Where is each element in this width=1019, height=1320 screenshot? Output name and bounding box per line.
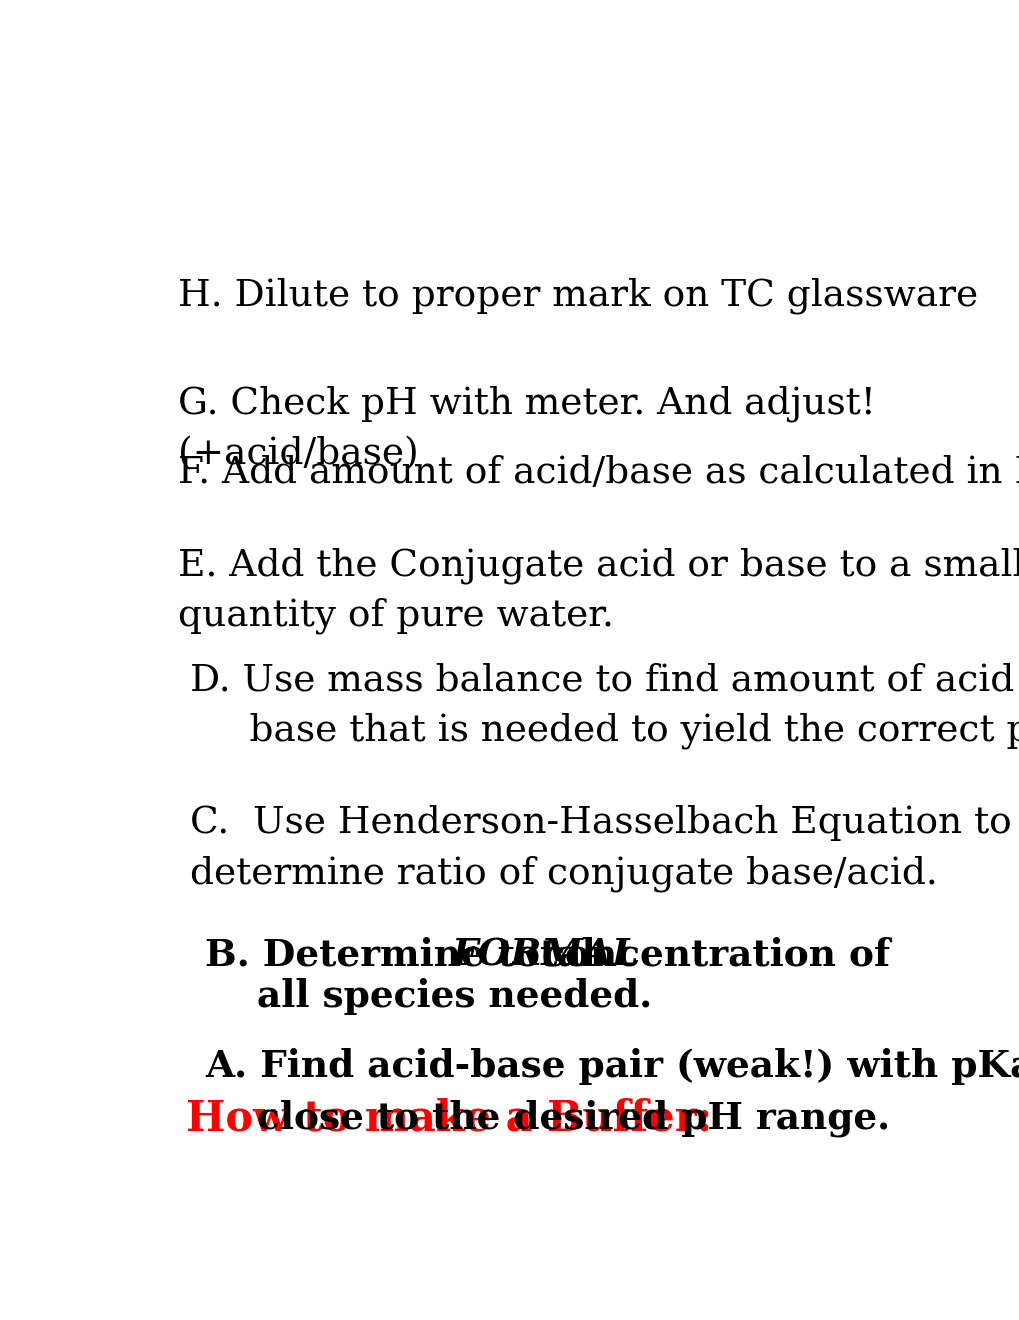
Text: A. Find acid-base pair (weak!) with pKa as
    close to the desired pH range.: A. Find acid-base pair (weak!) with pKa …: [205, 1048, 1019, 1137]
Text: E. Add the Conjugate acid or base to a small
quantity of pure water.: E. Add the Conjugate acid or base to a s…: [177, 548, 1019, 634]
Text: G. Check pH with meter. And adjust!
(+acid/base): G. Check pH with meter. And adjust! (+ac…: [177, 385, 875, 473]
Text: C.  Use Henderson-Hasselbach Equation to
determine ratio of conjugate base/acid.: C. Use Henderson-Hasselbach Equation to …: [190, 805, 1010, 892]
Text: FORMAL: FORMAL: [451, 936, 638, 973]
Text: D. Use mass balance to find amount of acid or
     base that is needed to yield : D. Use mass balance to find amount of ac…: [190, 663, 1019, 750]
Text: F. Add amount of acid/base as calculated in D.: F. Add amount of acid/base as calculated…: [177, 455, 1019, 491]
Text: concentration of: concentration of: [529, 936, 890, 973]
Text: all species needed.: all species needed.: [205, 978, 651, 1015]
Text: How to make a Buffer:: How to make a Buffer:: [185, 1098, 711, 1139]
Text: B. Determine total: B. Determine total: [205, 936, 608, 973]
Text: H. Dilute to proper mark on TC glassware: H. Dilute to proper mark on TC glassware: [177, 277, 977, 314]
